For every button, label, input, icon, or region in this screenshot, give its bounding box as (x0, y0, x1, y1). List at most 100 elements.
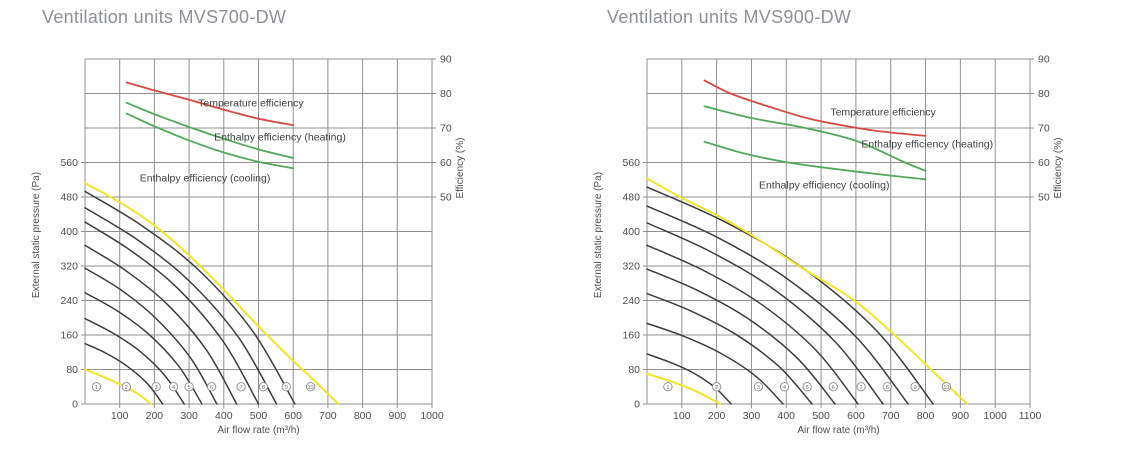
efficiency-tick-label: 60 (440, 157, 452, 169)
efficiency-tick-label: 70 (440, 123, 452, 135)
fan-curve-speed-9 (84, 190, 296, 405)
fan-curve-speed-5 (646, 268, 836, 405)
efficiency-tick-label: 80 (440, 88, 452, 100)
curve-label: Enthalpy efficiency (cooling) (140, 173, 271, 185)
speed-marker-number: 8 (262, 385, 265, 391)
fan-curve-speed-4 (646, 292, 813, 405)
gridlines (81, 58, 436, 408)
x-axis-title: Air flow rate (m³/h) (217, 425, 299, 436)
fan-speed-curves (84, 182, 340, 405)
fan-curve-speed-6 (84, 244, 238, 405)
speed-marker-circle (91, 382, 102, 392)
pressure-tick-label: 240 (60, 295, 78, 307)
x-axis-title: Air flow rate (m³/h) (797, 425, 879, 436)
fan-curve-speed-10 (84, 182, 340, 405)
pressure-tick-label: 320 (622, 261, 640, 273)
speed-marker-circle (828, 382, 838, 392)
x-tick-label: 400 (778, 410, 796, 422)
pressure-tick-label: 0 (634, 399, 640, 411)
speed-marker-circle (236, 382, 246, 392)
fan-curve-speed-8 (84, 207, 278, 405)
pressure-tick-label: 400 (622, 226, 640, 238)
x-tick-label: 100 (673, 410, 691, 422)
speed-marker-circle (882, 382, 892, 392)
fan-speed-curves (646, 177, 969, 405)
speed-marker-circle (856, 382, 866, 392)
speed-marker-circle (711, 382, 722, 392)
speed-marker-circle (663, 382, 673, 392)
efficiency-tick-label: 80 (1038, 88, 1050, 100)
fan-curve-speed-5 (84, 267, 218, 405)
efficiency-axis-title: Efficiency (%) (1053, 138, 1064, 199)
speed-marker-number: 1 (95, 385, 98, 391)
x-tick-label: 800 (917, 410, 935, 422)
speed-marker-circle (753, 382, 764, 392)
speed-marker-number: 6 (832, 385, 835, 391)
pressure-axis-title: External static pressure (Pa) (31, 172, 42, 298)
speed-marker-number: 1 (666, 385, 669, 391)
pressure-tick-label: 160 (60, 330, 78, 342)
efficiency-curve (125, 112, 295, 170)
chart-title-mvs900: Ventilation units MVS900-DW (607, 7, 852, 27)
speed-marker-circle (305, 382, 316, 392)
x-tick-label: 700 (319, 410, 337, 422)
efficiency-curve (125, 81, 295, 127)
x-tick-label: 600 (847, 410, 865, 422)
curve-label: Temperature efficiency (198, 98, 304, 110)
fan-curve-speed-7 (84, 221, 260, 405)
efficiency-tick-label: 90 (1038, 54, 1050, 66)
efficiency-tick-label: 50 (1038, 192, 1050, 204)
x-tick-label: 500 (812, 410, 830, 422)
efficiency-curve (703, 79, 927, 137)
speed-marker-circle (121, 382, 131, 392)
efficiency-tick-label: 60 (1038, 157, 1050, 169)
x-tick-label: 1000 (984, 410, 1008, 422)
x-tick-label: 200 (146, 410, 164, 422)
x-tick-label: 900 (389, 410, 407, 422)
speed-marker-number: 3 (155, 385, 158, 391)
pressure-tick-label: 240 (622, 295, 640, 307)
curve-label: Enthalpy efficiency (heating) (214, 131, 346, 143)
efficiency-curves: Temperature efficiency Enthalpy efficienc… (125, 81, 346, 185)
pressure-tick-label: 80 (66, 364, 78, 376)
x-tick-label: 400 (215, 410, 233, 422)
speed-marker-number: 3 (757, 385, 760, 391)
x-tick-label: 1000 (420, 410, 444, 422)
pressure-tick-label: 0 (72, 399, 78, 411)
speed-marker-circle (779, 382, 790, 392)
speed-marker-number: 9 (914, 385, 917, 391)
speed-marker-number: 8 (886, 385, 889, 391)
speed-marker-circle (151, 382, 161, 392)
x-tick-label: 200 (708, 410, 726, 422)
x-tick-label: 1100 (1019, 410, 1042, 422)
curve-label: Enthalpy efficiency (cooling) (759, 179, 890, 191)
speed-marker-number: 9 (285, 385, 288, 391)
speed-marker-circle (184, 382, 194, 392)
gridlines (643, 58, 1034, 408)
curve-label: Temperature efficiency (830, 107, 936, 119)
x-tick-label: 900 (952, 410, 970, 422)
speed-marker-number: 2 (715, 385, 718, 391)
efficiency-axis-title: Efficiency (%) (455, 138, 466, 199)
fan-curve-speed-7 (646, 222, 884, 405)
x-tick-label: 300 (743, 410, 761, 422)
chart-title-mvs700: Ventilation units MVS700-DW (42, 7, 287, 27)
x-tick-label: 700 (882, 410, 900, 422)
fan-curve-speed-4 (84, 291, 203, 405)
efficiency-tick-label: 70 (1038, 123, 1050, 135)
pressure-tick-label: 400 (60, 226, 78, 238)
chart-canvas-right: Temperature efficiency Enthalpy efficienc… (593, 54, 1064, 437)
fan-curve-speed-10 (646, 177, 969, 405)
speed-marker-number: 4 (783, 385, 786, 391)
fan-curve-speed-1 (84, 368, 152, 405)
speed-marker-number: 5 (806, 385, 809, 391)
fan-curve-speed-8 (646, 205, 909, 405)
speed-markers: 1 2 3 4 5 6 7 8 9 10 (91, 382, 316, 392)
x-tick-label: 800 (354, 410, 372, 422)
efficiency-curve (125, 101, 295, 159)
fan-curve-speed-2 (84, 342, 164, 405)
efficiency-curves: Temperature efficiency Enthalpy efficienc… (703, 79, 993, 191)
x-tick-label: 100 (111, 410, 129, 422)
speed-marker-circle (258, 382, 269, 392)
